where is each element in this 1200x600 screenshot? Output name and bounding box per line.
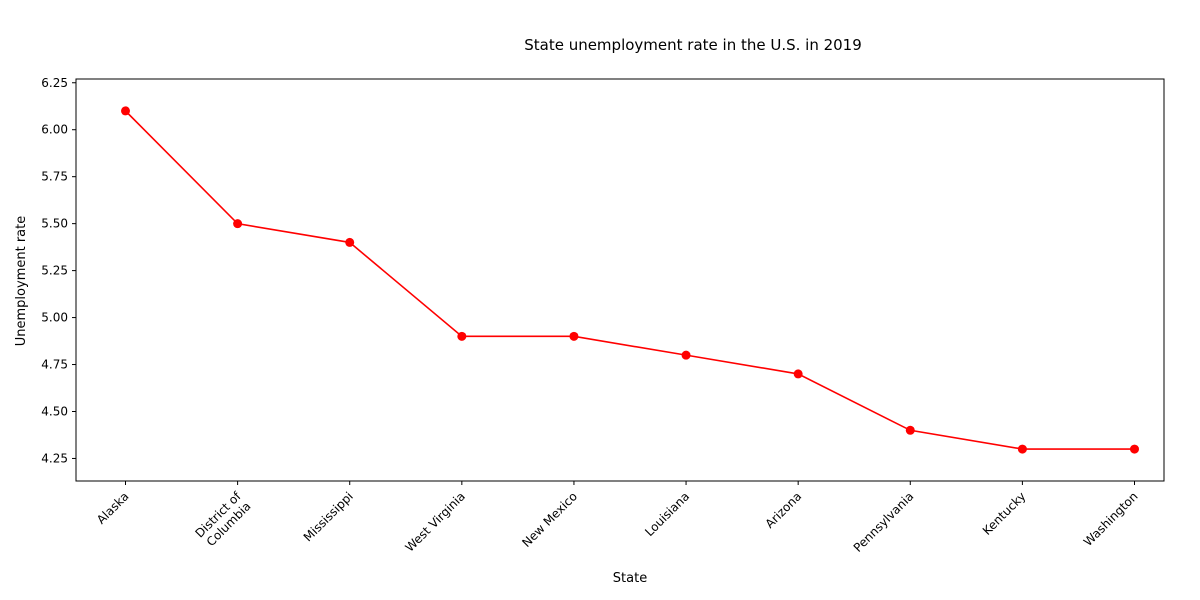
x-tick-label-line: New Mexico — [519, 489, 580, 550]
y-tick-label: 6.25 — [41, 76, 68, 90]
y-tick-label: 4.75 — [41, 358, 68, 372]
y-tick-label: 5.25 — [41, 264, 68, 278]
x-tick-label-line: Mississippi — [301, 489, 356, 544]
x-tick-label-line: Louisiana — [642, 489, 692, 539]
y-tick-label: 4.25 — [41, 451, 68, 465]
x-tick-label: Washington — [1081, 489, 1141, 549]
data-point — [1017, 444, 1027, 454]
x-tick-label: Pennsylvania — [851, 489, 917, 555]
x-tick-label: Mississippi — [301, 489, 356, 544]
x-tick-label: Alaska — [94, 489, 132, 527]
y-tick-label: 4.50 — [41, 404, 68, 418]
x-tick-label-line: West Virginia — [403, 489, 468, 554]
x-tick-label: West Virginia — [403, 489, 468, 554]
chart-title: State unemployment rate in the U.S. in 2… — [524, 36, 862, 54]
x-tick-label: New Mexico — [519, 489, 580, 550]
y-tick-label: 6.00 — [41, 123, 68, 137]
x-tick-label-line: Washington — [1081, 489, 1141, 549]
series-line — [124, 110, 1135, 450]
x-tick-label-line: Pennsylvania — [851, 489, 917, 555]
data-point — [905, 425, 915, 435]
y-tick-label: 5.50 — [41, 217, 68, 231]
data-point — [681, 350, 691, 360]
plot-frame — [75, 78, 1165, 482]
data-point — [1130, 444, 1139, 454]
x-tick-label: Kentucky — [980, 489, 1029, 538]
data-point — [121, 106, 130, 116]
x-tick-label-line: Kentucky — [980, 489, 1029, 538]
x-axis-label: State — [613, 571, 647, 586]
y-tick-label: 5.75 — [41, 170, 68, 184]
data-point — [457, 331, 467, 341]
x-tick-label-line: Arizona — [763, 489, 805, 531]
x-tick-label: Arizona — [763, 489, 805, 531]
plot-area: 4.25 4.50 4.75 5.00 5.25 5.50 5.75 6.00 6.25 Alas… — [41, 76, 1165, 555]
y-axis-label: Unemployment rate — [14, 216, 29, 346]
data-point — [233, 219, 243, 229]
data-point — [345, 237, 355, 247]
x-tick-label: Louisiana — [642, 489, 692, 539]
y-tick-label: 5.00 — [41, 311, 68, 325]
data-point — [793, 369, 803, 379]
data-point — [569, 331, 579, 341]
x-tick-label: District ofColumbia — [192, 489, 254, 551]
x-tick-label-line: Alaska — [94, 489, 132, 527]
